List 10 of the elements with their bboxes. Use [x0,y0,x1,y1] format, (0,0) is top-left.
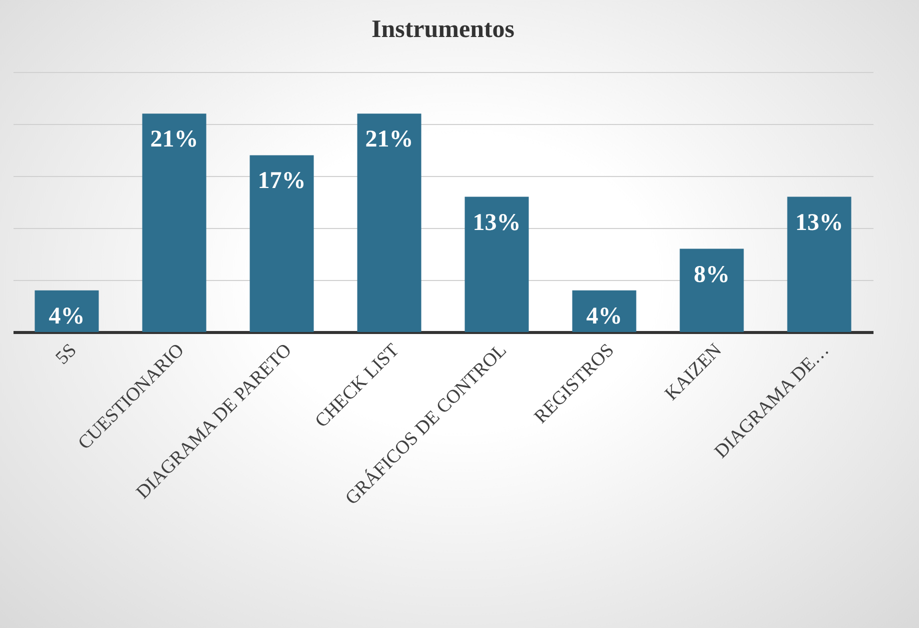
data-label: 4% [48,303,85,330]
data-label: 21% [365,126,414,153]
chart-title: Instrumentos [371,16,515,43]
data-label: 4% [586,303,622,330]
data-label: 13% [795,210,844,236]
x-tick-label: 5S [52,340,81,369]
data-label: 17% [258,168,306,194]
data-label: 21% [150,126,198,153]
data-label: 13% [472,210,521,236]
data-label: 8% [694,262,730,288]
